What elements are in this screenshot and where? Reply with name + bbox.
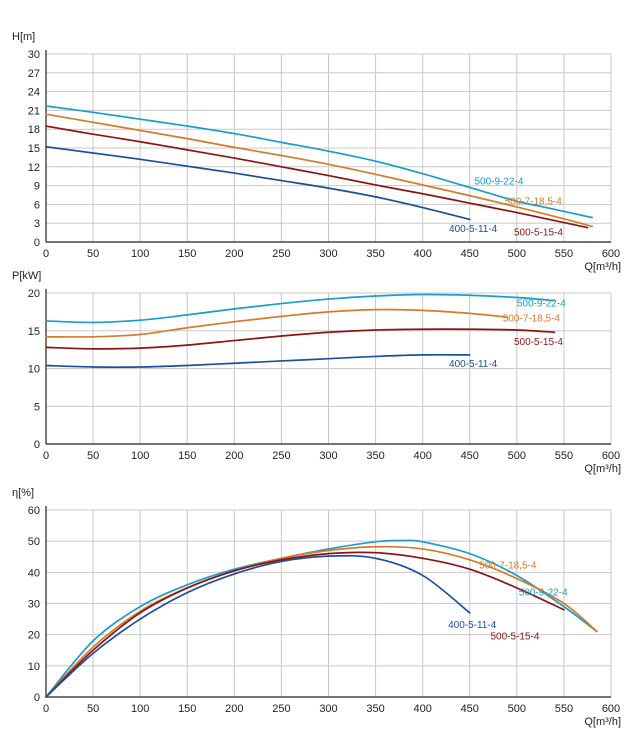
head-series-label: 500-7-18,5-4 xyxy=(505,196,563,207)
power-y-tick-label: 20 xyxy=(28,288,40,300)
efficiency-x-tick-label: 350 xyxy=(366,703,384,715)
efficiency-y-tick-label: 50 xyxy=(28,536,40,548)
efficiency-y-axis-label: η[%] xyxy=(12,487,34,499)
efficiency-x-axis-label: Q[m³/h] xyxy=(584,716,621,728)
efficiency-series-line-500-5-15-4 xyxy=(45,551,565,698)
head-x-tick-label: 400 xyxy=(413,248,431,260)
head-y-tick-label: 21 xyxy=(28,105,40,117)
power-series-line-500-7-18-5-4 xyxy=(45,308,509,338)
head-series-line-500-5-15-4 xyxy=(45,125,589,229)
head-y-tick-label: 9 xyxy=(34,181,40,193)
power-series-line-400-5-11-4 xyxy=(45,353,471,369)
head-x-tick-label: 300 xyxy=(319,248,337,260)
efficiency-series-line-500-7-18-5-4 xyxy=(45,545,598,698)
head-x-tick-label: 250 xyxy=(272,248,290,260)
power-x-axis-label: Q[m³/h] xyxy=(584,463,621,475)
efficiency-series-line-400-5-11-4 xyxy=(45,554,471,698)
head-y-tick-label: 27 xyxy=(28,68,40,80)
power-x-tick-label: 400 xyxy=(413,450,431,462)
efficiency-x-tick-label: 50 xyxy=(87,703,99,715)
efficiency-series-label: 500-9-22-4 xyxy=(519,588,568,599)
efficiency-y-tick-label: 40 xyxy=(28,567,40,579)
head-y-axis-label: H[m] xyxy=(12,31,35,43)
head-x-tick-label: 150 xyxy=(178,248,196,260)
efficiency-x-tick-label: 150 xyxy=(178,703,196,715)
power-x-tick-label: 450 xyxy=(461,450,479,462)
efficiency-x-tick-label: 550 xyxy=(555,703,573,715)
efficiency-x-tick-label: 250 xyxy=(272,703,290,715)
head-y-tick-label: 0 xyxy=(34,237,40,249)
power-series-line-500-5-15-4 xyxy=(45,328,556,350)
head-y-tick-label: 3 xyxy=(34,218,40,230)
efficiency-x-tick-label: 500 xyxy=(508,703,526,715)
head-series-label: 500-5-15-4 xyxy=(514,228,563,239)
power-x-tick-label: 550 xyxy=(555,450,573,462)
head-y-tick-label: 30 xyxy=(28,49,40,61)
power-x-tick-label: 100 xyxy=(131,450,149,462)
power-x-tick-label: 250 xyxy=(272,450,290,462)
head-x-tick-label: 450 xyxy=(461,248,479,260)
power-y-axis-label: P[kW] xyxy=(12,270,41,282)
efficiency-y-tick-label: 30 xyxy=(28,599,40,611)
power-x-tick-label: 0 xyxy=(43,450,49,462)
head-series-line-500-7-18-5-4 xyxy=(45,113,594,228)
power-y-tick-label: 15 xyxy=(28,326,40,338)
head-x-tick-label: 350 xyxy=(366,248,384,260)
efficiency-x-tick-label: 600 xyxy=(602,703,620,715)
head-series-label: 500-9-22-4 xyxy=(474,176,523,187)
power-y-tick-label: 0 xyxy=(34,439,40,451)
head-y-tick-label: 18 xyxy=(28,124,40,136)
efficiency-series-line-500-9-22-4 xyxy=(45,539,598,698)
efficiency-y-tick-label: 60 xyxy=(28,505,40,517)
head-x-tick-label: 550 xyxy=(555,248,573,260)
power-series-label: 500-9-22-4 xyxy=(517,299,566,310)
power-y-tick-label: 5 xyxy=(34,401,40,413)
efficiency-x-tick-label: 450 xyxy=(461,703,479,715)
power-x-tick-label: 300 xyxy=(319,450,337,462)
power-x-tick-label: 200 xyxy=(225,450,243,462)
head-x-axis-label: Q[m³/h] xyxy=(584,261,621,273)
power-series-label: 500-7-18,5-4 xyxy=(503,314,561,325)
head-x-tick-label: 500 xyxy=(508,248,526,260)
efficiency-series-label: 400-5-11-4 xyxy=(448,620,497,631)
efficiency-x-tick-label: 300 xyxy=(319,703,337,715)
power-y-tick-label: 10 xyxy=(28,364,40,376)
head-series-line-500-9-22-4 xyxy=(45,105,594,219)
efficiency-y-tick-label: 10 xyxy=(28,661,40,673)
head-x-tick-label: 200 xyxy=(225,248,243,260)
head-series-line-400-5-11-4 xyxy=(45,145,471,221)
head-x-tick-label: 100 xyxy=(131,248,149,260)
head-series-label: 400-5-11-4 xyxy=(449,224,498,235)
head-y-tick-label: 24 xyxy=(28,87,40,99)
head-y-tick-label: 6 xyxy=(34,199,40,211)
power-x-tick-label: 600 xyxy=(602,450,620,462)
efficiency-series-label: 500-7-18,5-4 xyxy=(479,561,537,572)
efficiency-grid xyxy=(46,509,612,697)
efficiency-x-tick-label: 200 xyxy=(225,703,243,715)
head-grid xyxy=(46,53,612,242)
efficiency-x-tick-label: 100 xyxy=(131,703,149,715)
head-x-tick-label: 600 xyxy=(602,248,620,260)
power-x-tick-label: 350 xyxy=(366,450,384,462)
power-x-tick-label: 500 xyxy=(508,450,526,462)
power-series-label: 500-5-15-4 xyxy=(514,337,563,348)
head-x-tick-label: 0 xyxy=(43,248,49,260)
head-y-tick-label: 15 xyxy=(28,143,40,155)
power-series-label: 400-5-11-4 xyxy=(449,359,498,370)
power-series-line-500-9-22-4 xyxy=(45,293,556,324)
efficiency-y-tick-label: 0 xyxy=(34,692,40,704)
efficiency-x-tick-label: 400 xyxy=(413,703,431,715)
power-x-tick-label: 50 xyxy=(87,450,99,462)
efficiency-series-label: 500-5-15-4 xyxy=(490,631,539,642)
power-x-tick-label: 150 xyxy=(178,450,196,462)
head-x-tick-label: 50 xyxy=(87,248,99,260)
efficiency-y-tick-label: 20 xyxy=(28,630,40,642)
head-y-tick-label: 12 xyxy=(28,162,40,174)
efficiency-x-tick-label: 0 xyxy=(43,703,49,715)
